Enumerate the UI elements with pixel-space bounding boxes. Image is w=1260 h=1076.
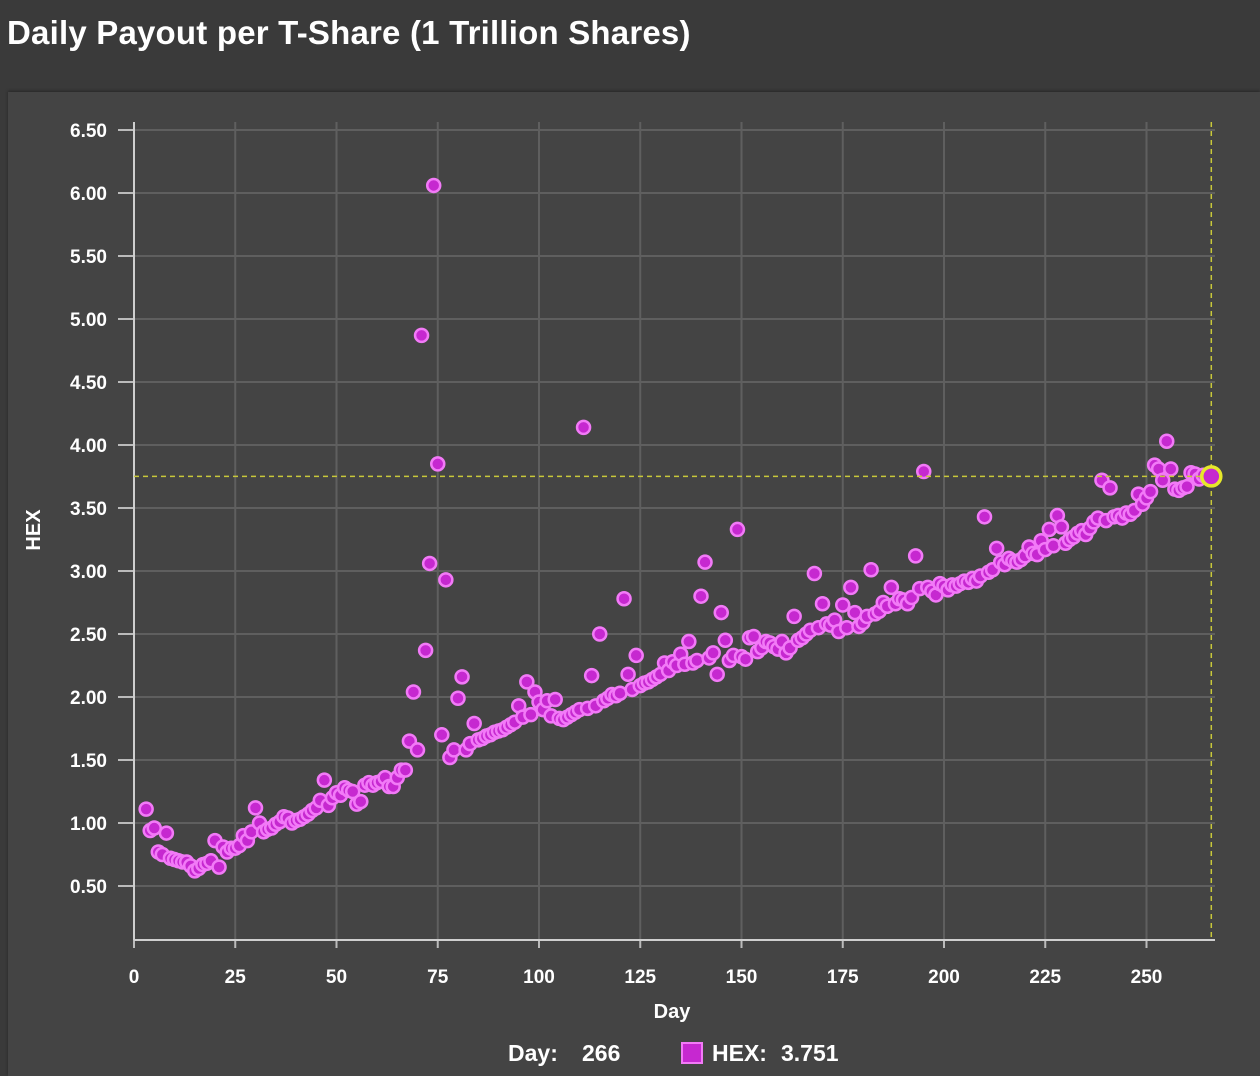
data-point xyxy=(247,800,264,816)
y-tick-label: 3.00 xyxy=(70,562,107,583)
data-point xyxy=(806,565,823,582)
x-tick-label: 75 xyxy=(427,967,449,988)
y-tick-label: 0.50 xyxy=(70,877,107,898)
x-tick-label: 150 xyxy=(726,967,758,988)
y-tick-label: 1.00 xyxy=(70,814,107,835)
data-point xyxy=(705,645,721,661)
data-point xyxy=(1179,478,1195,495)
crosshair xyxy=(134,122,1223,940)
y-tick-label: 4.00 xyxy=(70,436,107,457)
data-point xyxy=(1159,433,1175,449)
data-point xyxy=(316,772,333,788)
data-point xyxy=(1041,521,1058,538)
data-point xyxy=(616,590,632,607)
x-tick-label: 200 xyxy=(928,967,960,988)
x-tick-label: 25 xyxy=(225,967,247,988)
data-point xyxy=(907,548,924,564)
data-point xyxy=(883,579,900,596)
y-tick-label: 6.00 xyxy=(70,184,107,205)
data-point xyxy=(709,666,725,683)
data-point xyxy=(1102,480,1118,496)
x-tick-label: 225 xyxy=(1029,967,1061,988)
data-point xyxy=(421,555,438,572)
chart-title: Daily Payout per T-Share (1 Trillion Sha… xyxy=(7,14,691,51)
x-tick-label: 100 xyxy=(523,967,555,988)
y-tick-label: 4.50 xyxy=(70,373,107,394)
data-point xyxy=(689,652,705,669)
y-tick-label: 1.50 xyxy=(70,751,107,772)
data-point xyxy=(1045,538,1062,554)
data-points xyxy=(138,177,1215,879)
legend-series-label: HEX: xyxy=(712,1040,767,1066)
y-tick-label: 2.00 xyxy=(70,688,107,709)
data-point xyxy=(1163,461,1179,477)
x-tick-label: 50 xyxy=(326,967,347,988)
data-point xyxy=(417,642,434,659)
data-point xyxy=(397,762,414,778)
y-axis-title: HEX xyxy=(23,509,45,551)
data-point xyxy=(438,572,454,588)
legend-day-label: Day: xyxy=(508,1040,558,1066)
y-tick-label: 3.50 xyxy=(70,499,107,520)
data-point xyxy=(620,666,636,683)
data-point xyxy=(409,742,426,758)
data-point xyxy=(693,588,709,604)
data-point xyxy=(835,597,851,613)
y-tick-label: 5.50 xyxy=(70,247,107,268)
data-point xyxy=(158,825,175,841)
data-point xyxy=(138,801,154,817)
data-point xyxy=(814,596,831,612)
legend-series-value: 3.751 xyxy=(781,1040,839,1066)
x-tick-label: 250 xyxy=(1131,967,1163,988)
data-point xyxy=(916,463,932,480)
data-point xyxy=(592,626,608,642)
data-point xyxy=(717,632,734,649)
data-point xyxy=(434,727,450,743)
data-point xyxy=(450,690,466,707)
data-point xyxy=(713,604,729,621)
data-point xyxy=(843,579,859,596)
y-tick-label: 6.50 xyxy=(70,121,107,142)
data-point xyxy=(583,667,600,684)
data-point xyxy=(211,859,227,875)
x-tick-label: 125 xyxy=(624,967,656,988)
y-tick-label: 2.50 xyxy=(70,625,107,646)
tooltip-legend: Day: 266 HEX: 3.751 xyxy=(0,1040,1260,1070)
data-point xyxy=(430,456,446,472)
data-point xyxy=(547,691,563,708)
data-point xyxy=(729,521,746,538)
axes: 0 25 50 75 100 125 150 175 200 225 250 0.50 1.00 1.50… xyxy=(70,121,1215,988)
data-point xyxy=(681,633,697,650)
x-tick-label: 175 xyxy=(827,967,859,988)
y-tick-label: 5.00 xyxy=(70,310,107,331)
x-tick-label: 0 xyxy=(129,967,140,988)
data-point xyxy=(1142,483,1159,500)
data-point xyxy=(405,684,422,700)
legend-day-value: 266 xyxy=(582,1040,621,1066)
legend-series-swatch xyxy=(681,1042,703,1064)
data-point xyxy=(454,669,470,685)
data-point xyxy=(697,554,713,570)
data-point xyxy=(737,651,754,667)
data-point xyxy=(353,793,369,810)
data-point xyxy=(425,177,442,194)
data-point xyxy=(628,647,644,664)
data-point xyxy=(786,608,802,625)
data-point xyxy=(519,674,535,690)
data-point xyxy=(988,540,1005,557)
data-point xyxy=(1154,472,1171,489)
data-point xyxy=(413,327,430,344)
x-axis-title: Day xyxy=(654,1001,692,1023)
data-point xyxy=(575,419,592,436)
highlighted-point xyxy=(1200,465,1223,488)
data-point xyxy=(976,509,993,525)
data-point xyxy=(863,561,879,578)
data-point xyxy=(1053,519,1070,535)
data-point xyxy=(466,715,482,732)
